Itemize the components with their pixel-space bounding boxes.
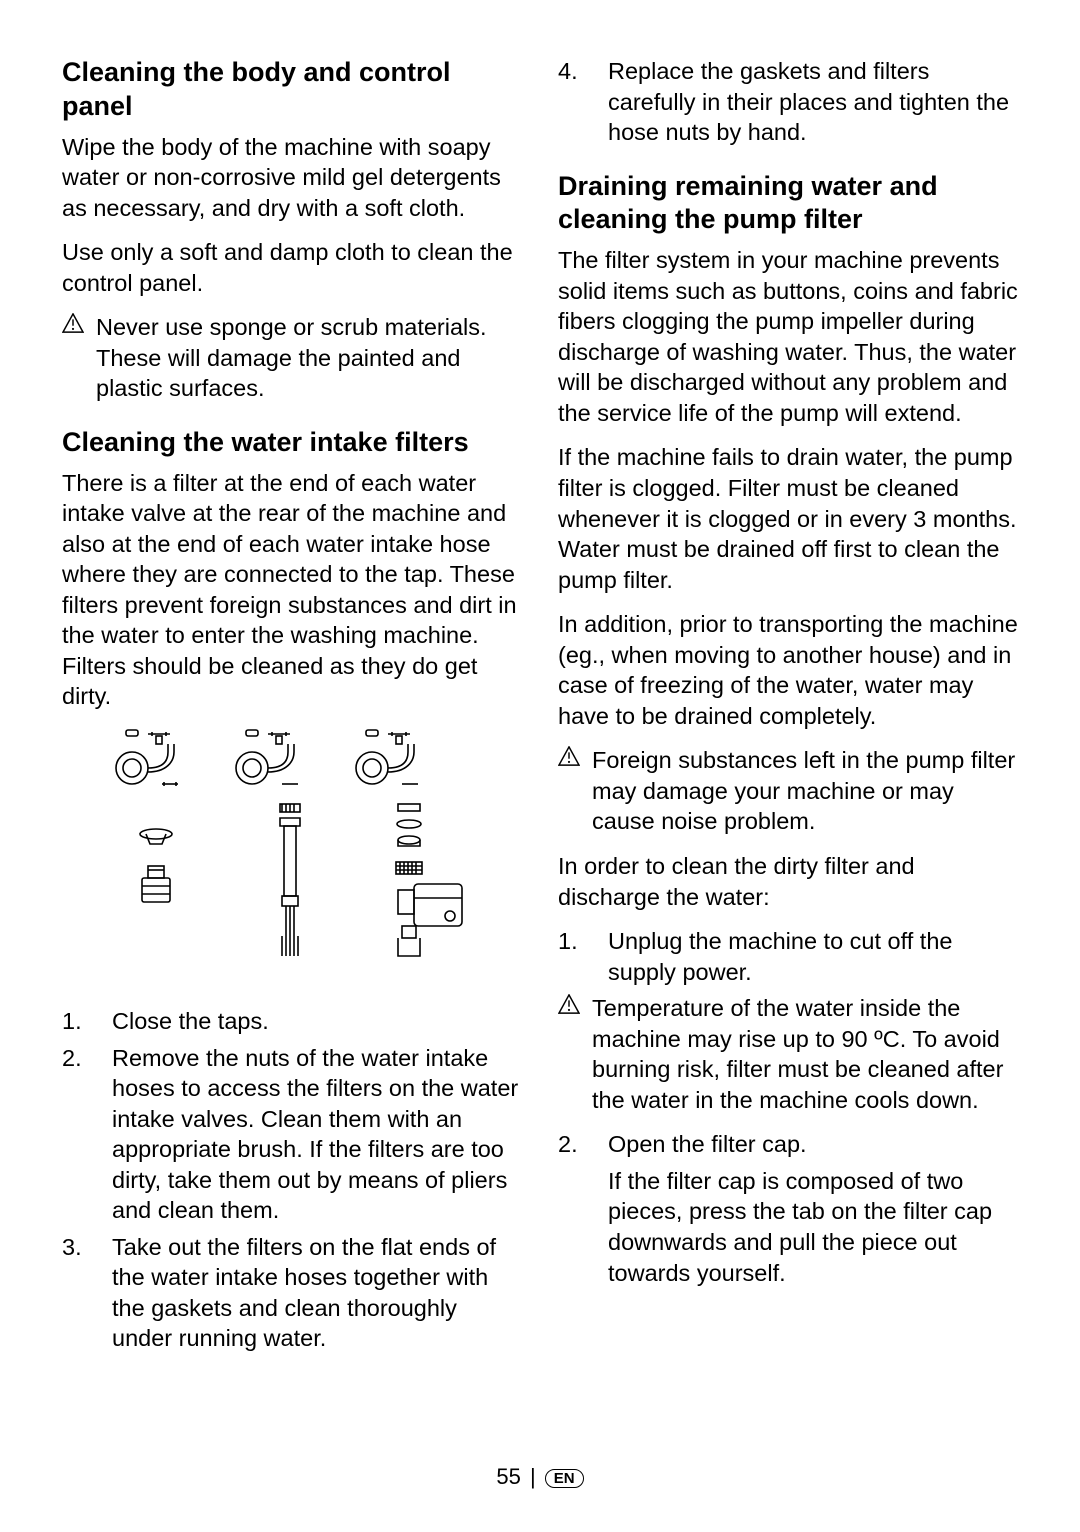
list-item: 3. Take out the filters on the flat ends…: [62, 1232, 522, 1354]
list-item: 4. Replace the gaskets and filters caref…: [558, 56, 1018, 148]
drain-steps-list: 1. Unplug the machine to cut off the sup…: [558, 926, 1018, 987]
step-text: Take out the filters on the flat ends of…: [112, 1232, 522, 1354]
drain-steps-list-2: 2. Open the filter cap.: [558, 1129, 1018, 1160]
warning-icon: [558, 745, 592, 774]
tap-filter-diagram: [62, 726, 522, 986]
tap-diagram-3: [352, 726, 472, 976]
para-clean-filter: In order to clean the dirty filter and d…: [558, 851, 1018, 912]
tap-diagram-1: [112, 726, 202, 956]
warning-temperature: Temperature of the water inside the mach…: [558, 993, 1018, 1115]
warning-text: Temperature of the water inside the mach…: [592, 993, 1018, 1115]
step-number: 2.: [62, 1043, 112, 1074]
step-number: 3.: [62, 1232, 112, 1263]
para-body-2: Use only a soft and damp cloth to clean …: [62, 237, 522, 298]
intake-steps-list: 1. Close the taps. 2. Remove the nuts of…: [62, 1006, 522, 1354]
step-text: Remove the nuts of the water intake hose…: [112, 1043, 522, 1226]
page-footer: 55 | EN: [0, 1464, 1080, 1490]
warning-foreign-substances: Foreign substances left in the pump filt…: [558, 745, 1018, 837]
warning-text: Never use sponge or scrub materials. The…: [96, 312, 522, 404]
heading-draining: Draining remaining water and cleaning th…: [558, 170, 1018, 238]
step-text: If the filter cap is composed of two pie…: [608, 1166, 1018, 1288]
page-columns: Cleaning the body and control panel Wipe…: [62, 56, 1018, 1360]
step-number: 1.: [558, 926, 608, 957]
right-column: 4. Replace the gaskets and filters caref…: [558, 56, 1018, 1360]
step-number: 2.: [558, 1129, 608, 1160]
para-filters: There is a filter at the end of each wat…: [62, 468, 522, 712]
para-drain-2: If the machine fails to drain water, the…: [558, 442, 1018, 595]
step-number: 1.: [62, 1006, 112, 1037]
warning-icon: [62, 312, 96, 341]
heading-cleaning-body: Cleaning the body and control panel: [62, 56, 522, 124]
list-item: 1. Unplug the machine to cut off the sup…: [558, 926, 1018, 987]
step-text: Close the taps.: [112, 1006, 522, 1037]
footer-separator: |: [530, 1464, 536, 1489]
warning-sponge: Never use sponge or scrub materials. The…: [62, 312, 522, 404]
step-text: Replace the gaskets and filters carefull…: [608, 56, 1018, 148]
list-item: 2. Remove the nuts of the water intake h…: [62, 1043, 522, 1226]
heading-intake-filters: Cleaning the water intake filters: [62, 426, 522, 460]
list-item: 1. Close the taps.: [62, 1006, 522, 1037]
step-text: Open the filter cap.: [608, 1129, 1018, 1160]
step-subtext: If the filter cap is composed of two pie…: [558, 1166, 1018, 1288]
warning-text: Foreign substances left in the pump filt…: [592, 745, 1018, 837]
list-item: 2. Open the filter cap.: [558, 1129, 1018, 1160]
page-number: 55: [496, 1464, 520, 1489]
warning-icon: [558, 993, 592, 1022]
left-column: Cleaning the body and control panel Wipe…: [62, 56, 522, 1360]
para-drain-3: In addition, prior to transporting the m…: [558, 609, 1018, 731]
para-body-1: Wipe the body of the machine with soapy …: [62, 132, 522, 224]
para-drain-1: The filter system in your machine preven…: [558, 245, 1018, 428]
tap-diagram-2: [232, 726, 322, 986]
continued-steps: 4. Replace the gaskets and filters caref…: [558, 56, 1018, 148]
language-badge: EN: [545, 1469, 584, 1488]
step-text: Unplug the machine to cut off the supply…: [608, 926, 1018, 987]
step-number: 4.: [558, 56, 608, 87]
